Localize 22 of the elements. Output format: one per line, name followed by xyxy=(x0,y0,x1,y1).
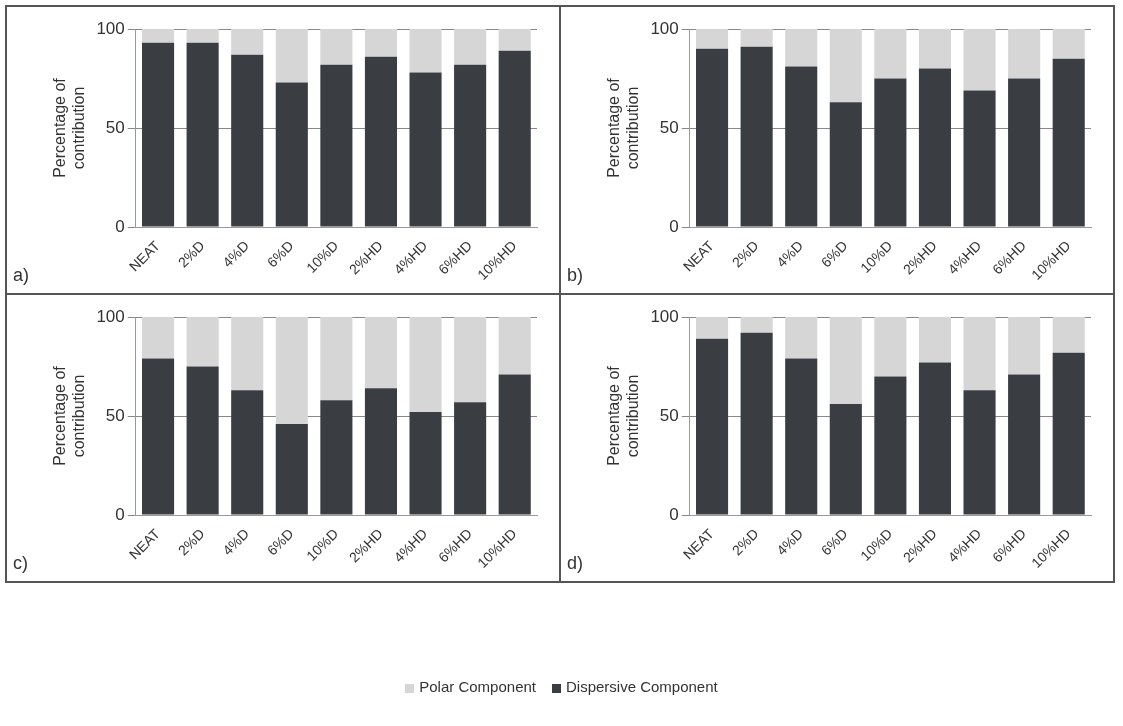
y-tick-label: 0 xyxy=(115,216,125,236)
legend-label: Polar Component xyxy=(418,678,536,695)
y-tick-label: 50 xyxy=(105,117,125,137)
text: c) xyxy=(13,552,28,573)
text: d) xyxy=(567,552,584,573)
text: a) xyxy=(13,264,30,285)
y-tick-label: 100 xyxy=(96,18,125,38)
y-axis-title: Percentage of contribution xyxy=(51,365,88,466)
y-tick-label: 0 xyxy=(115,504,125,524)
text: b) xyxy=(567,264,584,285)
y-tick-label: 50 xyxy=(659,405,679,425)
y-axis-title: Percentage of contribution xyxy=(605,77,642,178)
y-tick-label: 100 xyxy=(650,306,679,326)
y-tick-label: 100 xyxy=(650,18,679,38)
y-tick-label: 100 xyxy=(96,306,125,326)
y-axis-title: Percentage of contribution xyxy=(51,77,88,178)
y-tick-label: 50 xyxy=(105,405,125,425)
y-axis-title: Percentage of contribution xyxy=(605,365,642,466)
y-tick-label: 50 xyxy=(659,117,679,137)
y-tick-label: 0 xyxy=(669,504,679,524)
y-tick-label: 0 xyxy=(669,216,679,236)
legend-label: Dispersive Component xyxy=(565,678,718,695)
